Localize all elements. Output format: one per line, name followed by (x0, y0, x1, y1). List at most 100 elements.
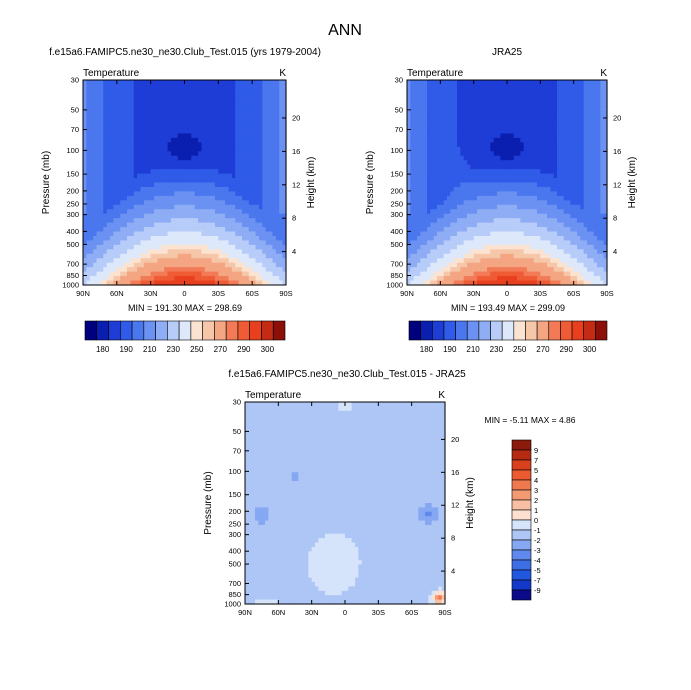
contour-cell (540, 235, 545, 242)
contour-cell (258, 253, 263, 259)
contour-cell (553, 142, 558, 148)
contour-cell (420, 169, 425, 175)
contour-cell (225, 80, 230, 86)
contour-cell (473, 111, 478, 117)
contour-cell (191, 137, 196, 143)
contour-cell (480, 115, 485, 121)
contour-cell (255, 169, 260, 175)
contour-cell (590, 133, 595, 139)
contour-cell (204, 88, 209, 94)
contour-cell (407, 209, 411, 215)
contour-cell (600, 178, 605, 184)
contour-cell (279, 200, 284, 206)
contour-cell (204, 160, 209, 166)
contour-cell (430, 102, 435, 108)
contour-cell (500, 111, 505, 117)
contour-cell (510, 169, 515, 175)
contour-cell (430, 146, 435, 152)
contour-cell (510, 160, 515, 166)
contour-cell (174, 204, 179, 210)
contour-cell (433, 231, 438, 237)
contour-cell (507, 80, 511, 86)
contour-cell (470, 218, 475, 224)
contour-cell (583, 155, 588, 161)
contour-cell (493, 227, 498, 233)
contour-cell (420, 186, 425, 193)
contour-cell (140, 191, 145, 197)
contour-cell (252, 195, 257, 201)
contour-cell (583, 80, 588, 86)
contour-cell (248, 271, 253, 277)
contour-cell (570, 160, 575, 166)
contour-cell (272, 195, 277, 201)
contour-cell (160, 102, 165, 108)
contour-cell (262, 111, 267, 117)
contour-cell (106, 129, 111, 135)
contour-cell (420, 97, 425, 103)
contour-cell (120, 276, 125, 282)
contour-cell (593, 84, 598, 90)
contour-cell (275, 111, 280, 117)
contour-cell (407, 137, 411, 143)
contour-cell (470, 120, 475, 126)
contour-cell (580, 111, 585, 117)
contour-cell (86, 235, 91, 242)
y-tick-label: 850 (66, 271, 79, 280)
contour-cell (116, 276, 121, 282)
contour-cell (99, 146, 104, 152)
contour-cell (540, 111, 545, 117)
contour-cell (527, 80, 531, 86)
contour-cell (603, 102, 608, 108)
contour-cell (430, 213, 435, 219)
contour-cell (423, 204, 428, 210)
contour-cell (225, 213, 230, 219)
contour-cell (537, 222, 541, 228)
contour-cell (433, 191, 438, 197)
contour-cell (214, 160, 219, 166)
contour-cell (593, 133, 598, 139)
contour-cell (603, 106, 608, 112)
contour-cell (164, 249, 169, 255)
contour-cell (208, 231, 213, 237)
contour-cell (533, 235, 538, 242)
contour-cell (99, 137, 104, 143)
contour-cell (269, 271, 274, 277)
contour-cell (160, 178, 165, 184)
contour-cell (583, 93, 588, 99)
contour-cell (275, 106, 280, 112)
contour-cell (410, 173, 415, 179)
contour-cell (460, 186, 465, 193)
contour-cell (150, 231, 155, 237)
contour-cell (413, 84, 418, 90)
contour-cell (245, 133, 250, 139)
contour-cell (258, 191, 263, 197)
contour-cell (537, 235, 541, 242)
contour-cell (420, 204, 425, 210)
contour-cell (120, 88, 125, 94)
contour-cell (500, 231, 505, 237)
contour-cell (150, 200, 155, 206)
contour-cell (99, 80, 104, 86)
contour-cell (225, 195, 230, 201)
contour-cell (493, 115, 498, 121)
contour-cell (447, 182, 451, 188)
contour-cell (265, 186, 270, 193)
contour-cell (228, 240, 233, 246)
contour-cell (194, 262, 199, 268)
contour-cell (279, 231, 284, 237)
contour-cell (252, 84, 257, 90)
contour-cell (83, 213, 87, 219)
contour-cell (164, 124, 169, 130)
contour-cell (417, 164, 421, 170)
contour-cell (553, 204, 558, 210)
contour-cell (204, 102, 209, 108)
contour-cell (480, 133, 485, 139)
contour-cell (191, 200, 196, 206)
contour-cell (453, 146, 458, 152)
contour-cell (590, 146, 595, 152)
contour-cell (123, 209, 128, 215)
contour-cell (214, 137, 219, 143)
contour-cell (160, 146, 165, 152)
contour-cell (597, 222, 601, 228)
